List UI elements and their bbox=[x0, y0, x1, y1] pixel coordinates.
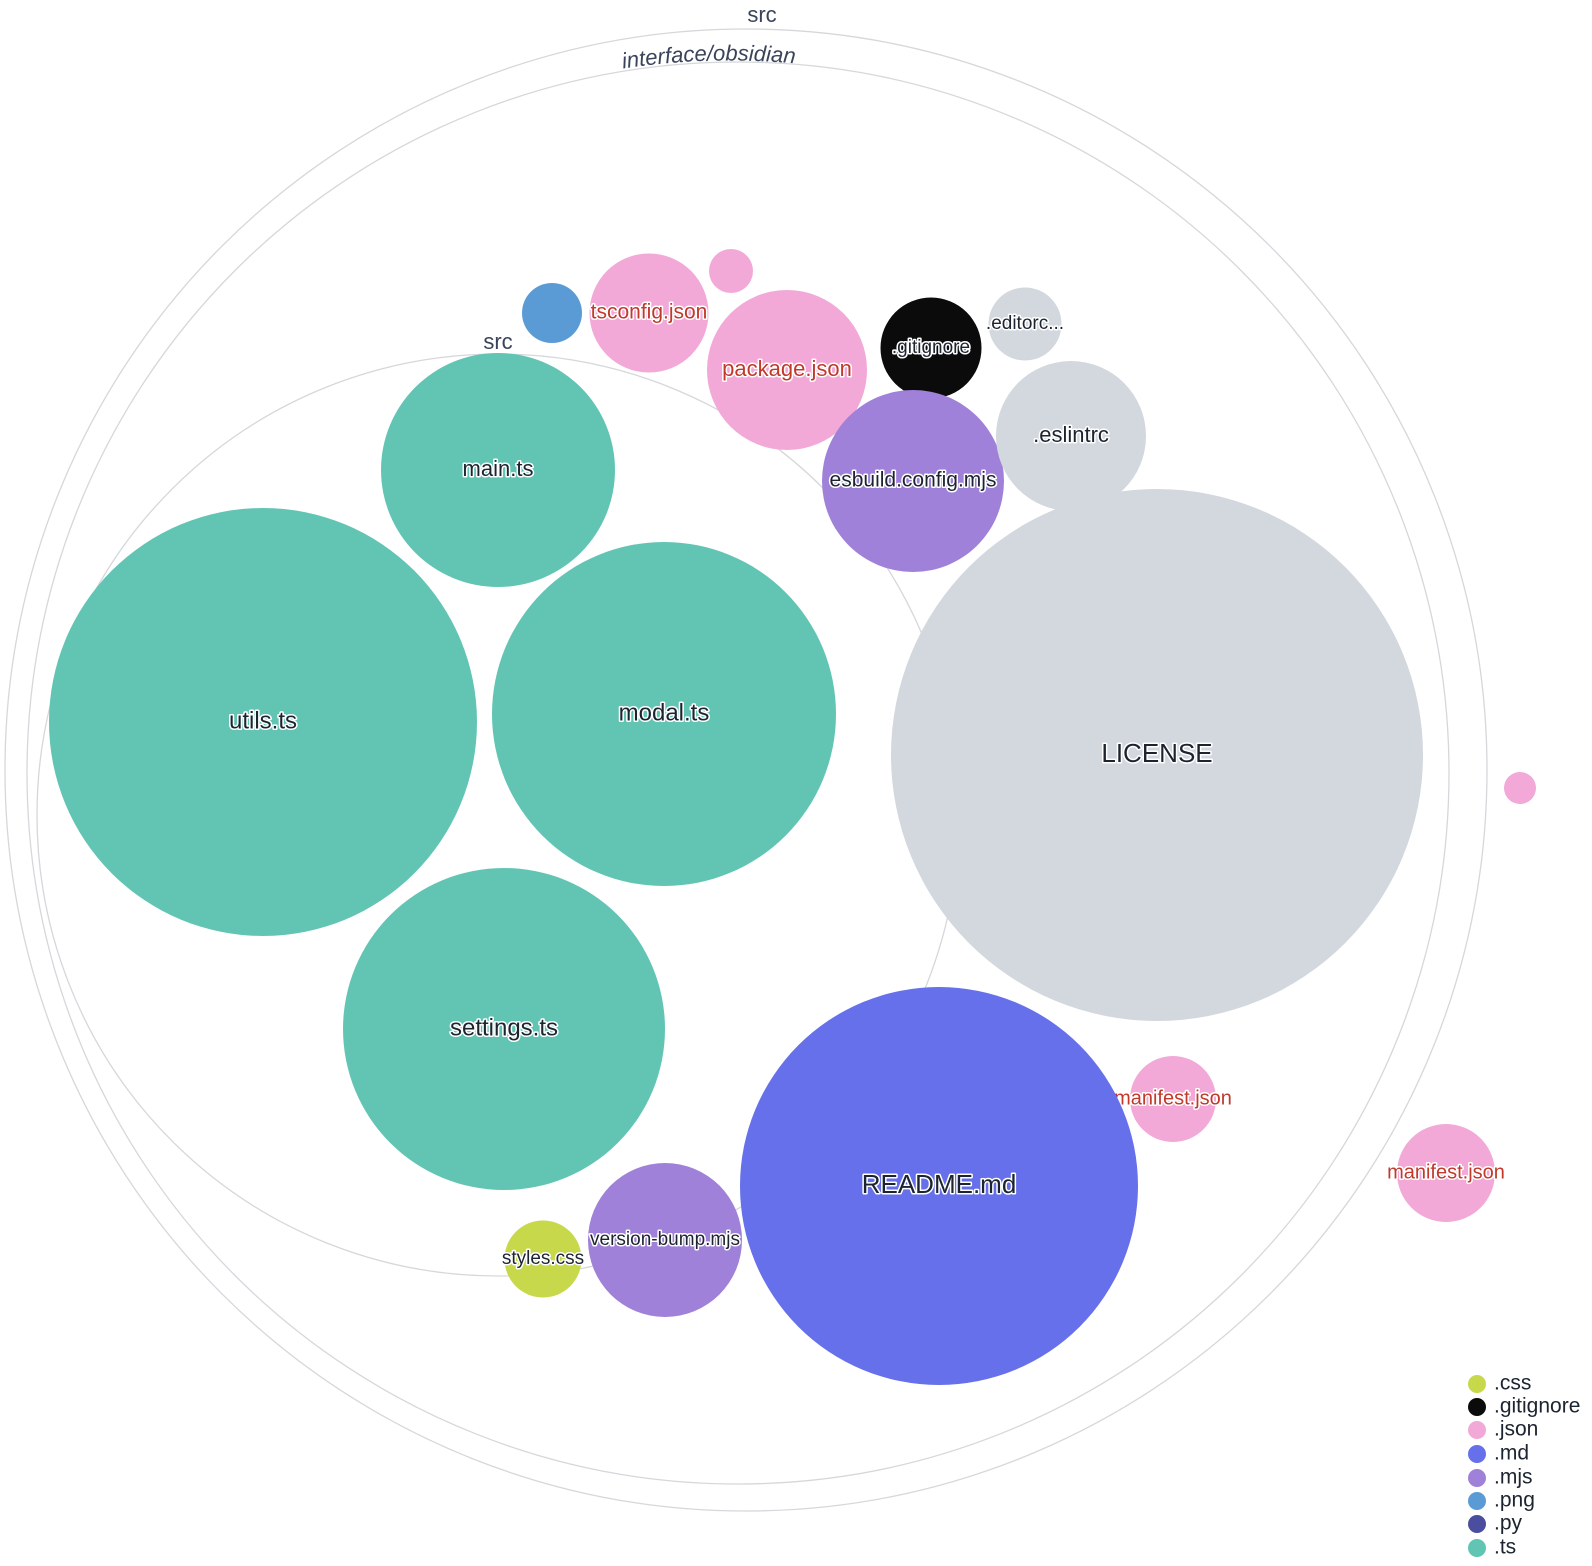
svg-text:tsconfig.json: tsconfig.json bbox=[591, 301, 708, 324]
svg-text:LICENSE: LICENSE bbox=[1101, 738, 1212, 768]
svg-text:.png: .png bbox=[1494, 1489, 1535, 1512]
svg-text:.editorc...: .editorc... bbox=[986, 313, 1064, 334]
svg-text:.json: .json bbox=[1494, 1418, 1538, 1441]
svg-text:src: src bbox=[483, 329, 512, 354]
svg-text:manifest.json: manifest.json bbox=[1387, 1161, 1505, 1183]
svg-text:utils.ts: utils.ts bbox=[229, 707, 297, 734]
svg-text:settings.ts: settings.ts bbox=[450, 1014, 558, 1041]
svg-text:interface/obsidian: interface/obsidian bbox=[620, 40, 797, 73]
svg-text:main.ts: main.ts bbox=[463, 456, 534, 481]
svg-text:modal.ts: modal.ts bbox=[619, 699, 710, 726]
svg-text:.css: .css bbox=[1494, 1372, 1531, 1395]
svg-text:.gitignore: .gitignore bbox=[1494, 1395, 1580, 1418]
svg-text:.md: .md bbox=[1494, 1442, 1529, 1465]
svg-text:esbuild.config.mjs: esbuild.config.mjs bbox=[830, 469, 997, 492]
svg-text:manifest.json: manifest.json bbox=[1114, 1087, 1232, 1109]
svg-text:.py: .py bbox=[1494, 1512, 1523, 1535]
svg-text:.gitignore: .gitignore bbox=[892, 337, 970, 358]
svg-text:.eslintrc: .eslintrc bbox=[1033, 422, 1109, 447]
svg-text:styles.css: styles.css bbox=[502, 1248, 584, 1269]
svg-text:version-bump.mjs: version-bump.mjs bbox=[590, 1229, 740, 1250]
svg-text:.ts: .ts bbox=[1494, 1536, 1516, 1559]
svg-text:package.json: package.json bbox=[722, 356, 852, 381]
svg-text:README.md: README.md bbox=[862, 1169, 1017, 1199]
svg-text:.mjs: .mjs bbox=[1494, 1466, 1533, 1489]
svg-text:src: src bbox=[747, 2, 776, 27]
